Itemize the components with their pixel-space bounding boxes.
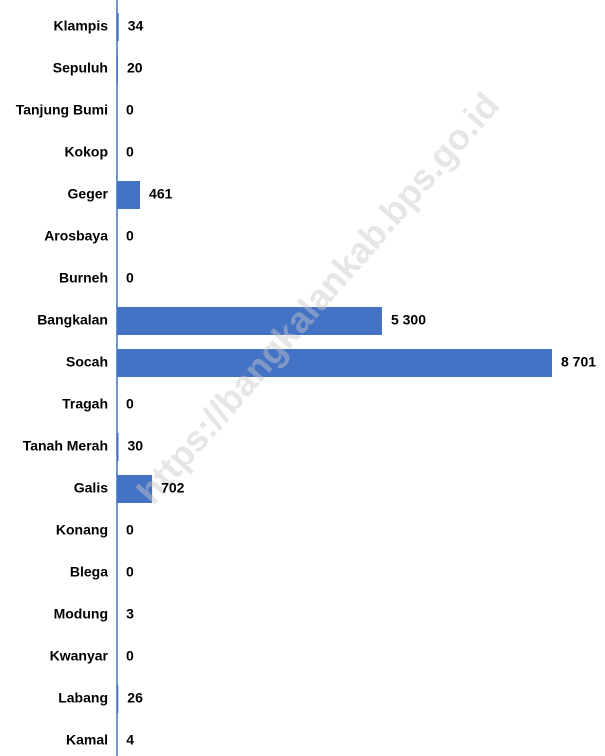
category-label: Tragah (62, 396, 108, 412)
value-label: 3 (126, 606, 134, 622)
category-label: Burneh (59, 270, 108, 286)
value-label: 20 (127, 60, 143, 76)
value-label: 8 701 (561, 354, 596, 370)
category-label: Kokop (64, 144, 108, 160)
value-label: 0 (126, 102, 134, 118)
bar (117, 307, 382, 335)
bar (117, 13, 119, 41)
category-label: Modung (54, 606, 108, 622)
category-label: Klampis (54, 18, 109, 34)
value-label: 4 (126, 732, 134, 748)
category-label: Bangkalan (37, 312, 108, 328)
category-label: Tanah Merah (23, 438, 108, 454)
category-label: Tanjung Bumi (16, 102, 108, 118)
value-label: 0 (126, 396, 134, 412)
category-label: Kwanyar (50, 648, 109, 664)
value-label: 0 (126, 648, 134, 664)
value-label: 0 (126, 270, 134, 286)
category-label: Galis (74, 480, 108, 496)
category-label: Kamal (66, 732, 108, 748)
watermark: https://bangkalankab.bps.go.id (128, 85, 507, 512)
value-label: 702 (161, 480, 185, 496)
value-label: 0 (126, 228, 134, 244)
category-label: Konang (56, 522, 108, 538)
value-label: 461 (149, 186, 173, 202)
bar (117, 475, 153, 503)
category-label: Geger (68, 186, 109, 202)
bar (117, 181, 141, 209)
category-label: Sepuluh (53, 60, 108, 76)
value-label: 0 (126, 522, 134, 538)
category-label: Blega (70, 564, 108, 580)
value-label: 30 (127, 438, 143, 454)
value-label: 0 (126, 564, 134, 580)
value-label: 34 (128, 18, 144, 34)
value-label: 5 300 (391, 312, 426, 328)
category-label: Arosbaya (44, 228, 108, 244)
value-label: 0 (126, 144, 134, 160)
value-label: 26 (127, 690, 143, 706)
bar (117, 349, 552, 377)
category-label: Labang (58, 690, 108, 706)
category-label: Socah (66, 354, 108, 370)
